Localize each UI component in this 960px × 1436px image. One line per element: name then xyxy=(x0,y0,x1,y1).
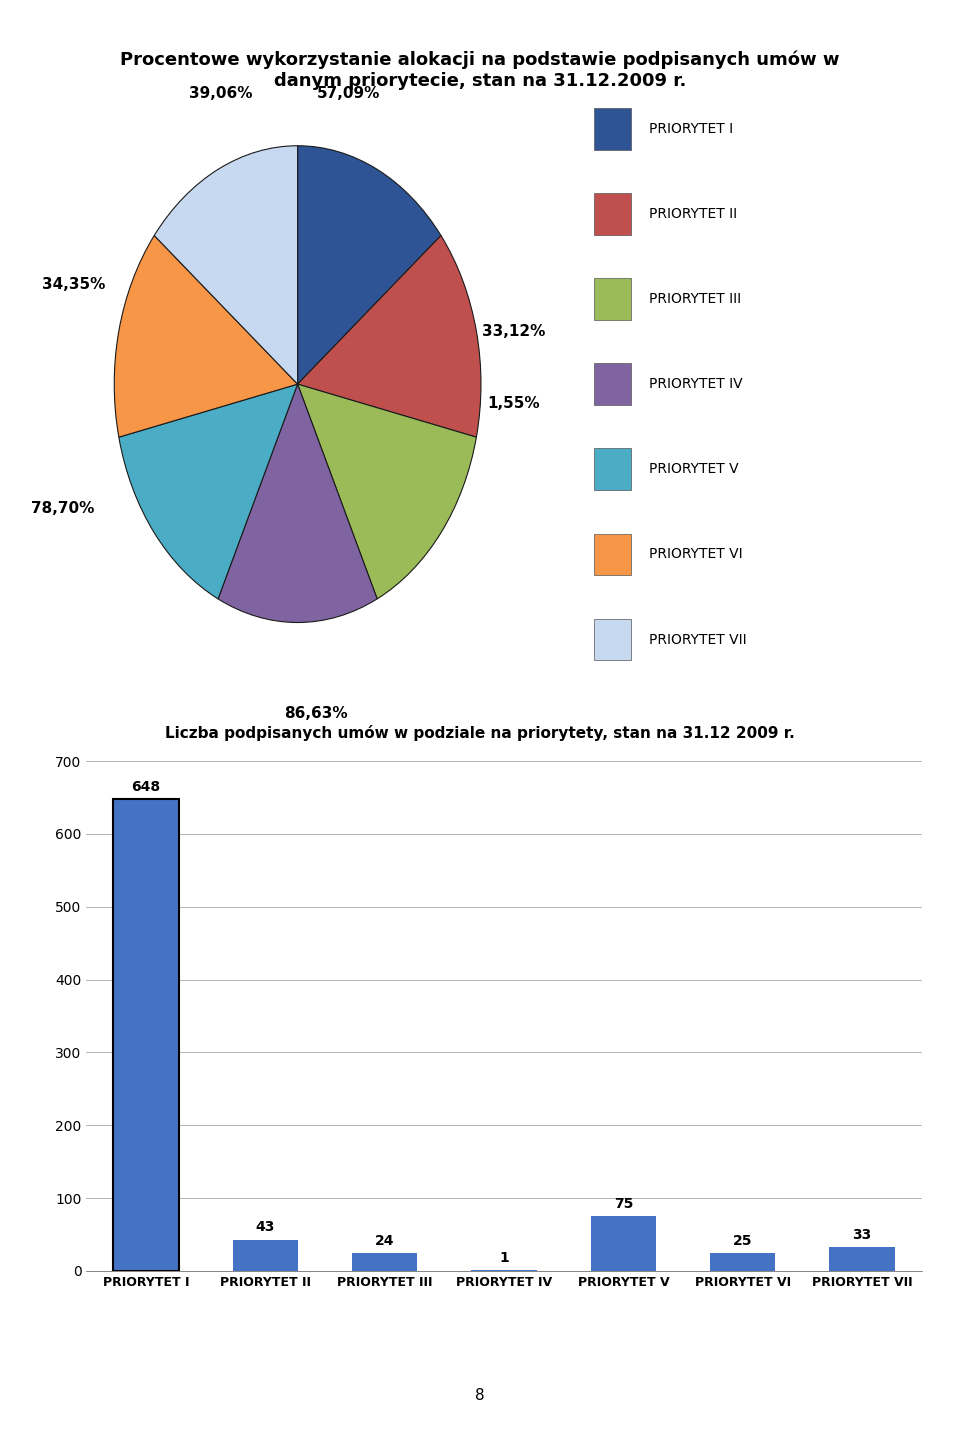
Text: Liczba podpisanych umów w podziale na priorytety, stan na 31.12 2009 r.: Liczba podpisanych umów w podziale na pr… xyxy=(165,725,795,741)
Text: 86,63%: 86,63% xyxy=(284,705,348,721)
Text: PRIORYTET IV: PRIORYTET IV xyxy=(649,378,743,391)
Text: Procentowe wykorzystanie alokacji na podstawie podpisanych umów w
danym prioryte: Procentowe wykorzystanie alokacji na pod… xyxy=(120,50,840,89)
Text: 33: 33 xyxy=(852,1228,872,1242)
Text: PRIORYTET II: PRIORYTET II xyxy=(649,207,737,221)
Text: PRIORYTET I: PRIORYTET I xyxy=(649,122,733,136)
Text: 43: 43 xyxy=(255,1221,276,1235)
Wedge shape xyxy=(298,236,481,437)
Text: PRIORYTET VII: PRIORYTET VII xyxy=(649,632,747,646)
Text: 75: 75 xyxy=(613,1198,633,1211)
Bar xyxy=(594,363,631,405)
Text: 33,12%: 33,12% xyxy=(482,325,545,339)
Wedge shape xyxy=(114,236,298,437)
Text: 24: 24 xyxy=(375,1235,395,1248)
Text: 78,70%: 78,70% xyxy=(32,501,95,516)
Text: PRIORYTET III: PRIORYTET III xyxy=(649,292,741,306)
Bar xyxy=(594,279,631,320)
Text: 34,35%: 34,35% xyxy=(42,277,106,292)
Bar xyxy=(709,1252,776,1271)
Text: 1: 1 xyxy=(499,1251,509,1265)
Text: PRIORYTET V: PRIORYTET V xyxy=(649,462,738,477)
Bar xyxy=(113,798,179,1271)
Text: 39,06%: 39,06% xyxy=(189,86,252,101)
Bar xyxy=(594,534,631,576)
Bar xyxy=(594,108,631,149)
Bar xyxy=(352,1254,418,1271)
Text: 25: 25 xyxy=(732,1234,753,1248)
Text: 57,09%: 57,09% xyxy=(317,86,380,101)
Bar xyxy=(594,192,631,234)
Text: PRIORYTET VI: PRIORYTET VI xyxy=(649,547,743,561)
Bar xyxy=(594,448,631,490)
Wedge shape xyxy=(298,146,441,385)
Bar xyxy=(590,1216,656,1271)
Bar xyxy=(594,619,631,661)
Wedge shape xyxy=(155,145,298,385)
Wedge shape xyxy=(119,385,298,599)
Wedge shape xyxy=(298,385,476,599)
Bar xyxy=(232,1239,299,1271)
Text: 648: 648 xyxy=(132,780,160,794)
Bar xyxy=(829,1246,895,1271)
Wedge shape xyxy=(218,385,377,623)
Text: 1,55%: 1,55% xyxy=(488,396,540,411)
Text: 8: 8 xyxy=(475,1389,485,1403)
